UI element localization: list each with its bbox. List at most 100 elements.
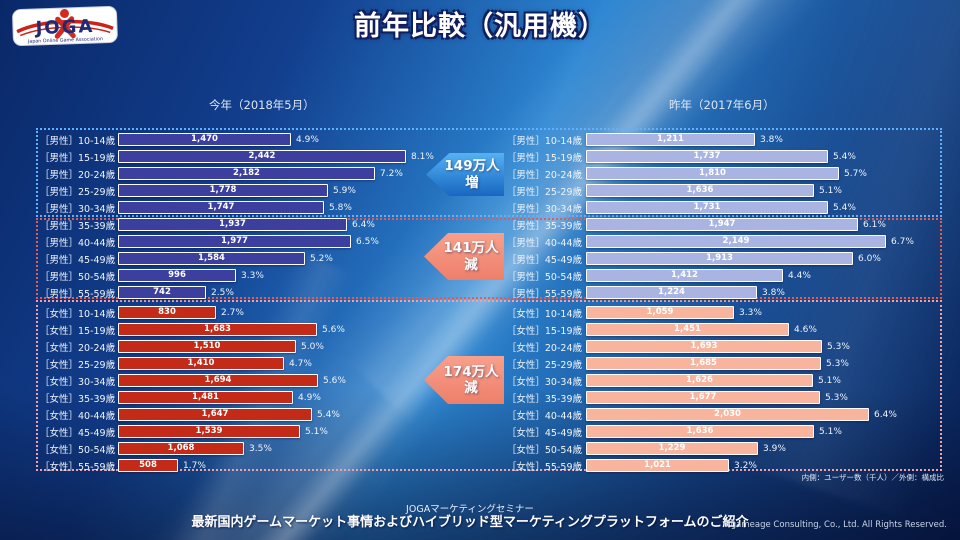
row-label: ［男性］35-39歳 [506, 220, 582, 232]
row-label: ［男性］35-39歳 [40, 220, 116, 232]
chart-row: ［男性］45-49歳 1,584 5.2% [40, 250, 470, 267]
row-label: ［女性］50-54歳 [40, 444, 116, 456]
share-label: 5.7% [844, 168, 867, 179]
chart-row: ［女性］10-14歳 830 2.7% [40, 304, 470, 321]
value-bar: 1,731 [586, 201, 828, 214]
row-label: ［男性］45-49歳 [40, 254, 116, 266]
row-label: ［男性］15-19歳 [40, 152, 116, 164]
row-label: ［女性］10-14歳 [40, 308, 116, 320]
row-label: ［女性］40-44歳 [506, 410, 582, 422]
share-label: 3.9% [763, 443, 786, 454]
chart-row: ［男性］15-19歳 2,442 8.1% [40, 148, 470, 165]
value-bar: 1,636 [586, 184, 814, 197]
share-label: 6.1% [863, 219, 886, 230]
value-bar: 1,021 [586, 459, 729, 472]
row-label: ［女性］20-24歳 [40, 342, 116, 354]
change-arrow-label: 174万人 減 [438, 356, 504, 404]
value-bar: 1,694 [118, 374, 318, 387]
left-chart-header: 今年（2018年5月） [209, 98, 315, 112]
row-label: ［女性］20-24歳 [506, 342, 582, 354]
chart-row: ［男性］55-59歳 1,224 3.8% [505, 284, 945, 301]
value-bar: 1,737 [586, 150, 828, 163]
value-bar: 1,693 [586, 340, 822, 353]
unit-note: 内側：ユーザー数（千人）／外側：構成比 [801, 473, 944, 482]
row-label: ［男性］40-44歳 [506, 237, 582, 249]
change-arrow-value: 149万人 [444, 158, 500, 175]
row-label: ［女性］30-34歳 [40, 376, 116, 388]
share-label: 5.6% [322, 324, 345, 335]
footer-seminar-name: JOGAマーケティングセミナー [406, 504, 534, 515]
chart-row: ［女性］40-44歳 1,647 5.4% [40, 406, 470, 423]
chart-row: ［男性］50-54歳 1,412 4.4% [505, 267, 945, 284]
change-arrow-label: 141万人 減 [438, 233, 504, 280]
joga-logo-text: JOGA [33, 16, 94, 39]
value-bar: 1,947 [586, 218, 858, 231]
share-label: 5.3% [827, 341, 850, 352]
value-bar: 1,636 [586, 425, 814, 438]
chart-row: ［男性］55-59歳 742 2.5% [40, 284, 470, 301]
share-label: 5.4% [317, 409, 340, 420]
share-label: 3.8% [762, 287, 785, 298]
value-bar: 508 [118, 459, 178, 472]
chart-row: ［女性］45-49歳 1,539 5.1% [40, 423, 470, 440]
share-label: 6.4% [352, 219, 375, 230]
value-bar: 1,470 [118, 133, 291, 146]
row-label: ［男性］45-49歳 [506, 254, 582, 266]
share-label: 3.3% [241, 270, 264, 281]
chart-row: ［女性］25-29歳 1,685 5.3% [505, 355, 945, 372]
page-title: 前年比較（汎用機） [354, 11, 606, 42]
value-bar: 1,224 [586, 286, 757, 299]
share-label: 5.6% [323, 375, 346, 386]
change-arrow-decrease-female: 174万人 減 [424, 356, 504, 404]
share-label: 2.5% [211, 287, 234, 298]
value-bar: 1,510 [118, 340, 296, 353]
chart-2017: ［男性］10-14歳 1,211 3.8% ［男性］15-19歳 1,737 5.4% ［男… [505, 131, 945, 474]
chart-row: ［男性］25-29歳 1,778 5.9% [40, 182, 470, 199]
share-label: 6.4% [874, 409, 897, 420]
chart-row: ［男性］35-39歳 1,947 6.1% [505, 216, 945, 233]
chart-row: ［男性］25-29歳 1,636 5.1% [505, 182, 945, 199]
value-bar: 1,211 [586, 133, 755, 146]
chart-row: ［女性］15-19歳 1,683 5.6% [40, 321, 470, 338]
row-label: ［男性］25-29歳 [506, 186, 582, 198]
chart-row: ［女性］30-34歳 1,694 5.6% [40, 372, 470, 389]
chart-row: ［男性］45-49歳 1,913 6.0% [505, 250, 945, 267]
chart-row: ［男性］40-44歳 1,977 6.5% [40, 233, 470, 250]
chart-row: ［女性］25-29歳 1,410 4.7% [40, 355, 470, 372]
chart-row: ［男性］40-44歳 2,149 6.7% [505, 233, 945, 250]
value-bar: 1,412 [586, 269, 783, 282]
value-bar: 1,685 [586, 357, 821, 370]
share-label: 5.1% [305, 426, 328, 437]
share-label: 5.0% [301, 341, 324, 352]
share-label: 5.8% [329, 202, 352, 213]
chart-row: ［女性］30-34歳 1,626 5.1% [505, 372, 945, 389]
chart-row: ［男性］20-24歳 1,810 5.7% [505, 165, 945, 182]
row-label: ［女性］45-49歳 [40, 427, 116, 439]
share-label: 4.7% [289, 358, 312, 369]
value-bar: 1,937 [118, 218, 347, 231]
share-label: 4.9% [298, 392, 321, 403]
chart-row: ［女性］20-24歳 1,693 5.3% [505, 338, 945, 355]
row-label: ［男性］50-54歳 [506, 271, 582, 283]
share-label: 3.8% [760, 134, 783, 145]
row-label: ［女性］25-29歳 [40, 359, 116, 371]
share-label: 6.0% [858, 253, 881, 264]
value-bar: 1,626 [586, 374, 813, 387]
row-label: ［男性］20-24歳 [506, 169, 582, 181]
chart-row: ［女性］45-49歳 1,636 5.1% [505, 423, 945, 440]
value-bar: 1,810 [586, 167, 839, 180]
change-arrow-direction: 減 [464, 256, 478, 273]
chart-row: ［女性］35-39歳 1,481 4.9% [40, 389, 470, 406]
change-arrow-label: 149万人 増 [440, 153, 504, 196]
value-bar: 1,778 [118, 184, 328, 197]
value-bar: 1,451 [586, 323, 789, 336]
row-label: ［女性］35-39歳 [506, 393, 582, 405]
value-bar: 2,149 [586, 235, 886, 248]
share-label: 6.5% [356, 236, 379, 247]
change-arrow-decrease-male: 141万人 減 [424, 233, 504, 280]
row-label: ［女性］40-44歳 [40, 410, 116, 422]
row-label: ［男性］40-44歳 [40, 237, 116, 249]
chart-row: ［男性］10-14歳 1,211 3.8% [505, 131, 945, 148]
share-label: 3.2% [734, 460, 757, 471]
